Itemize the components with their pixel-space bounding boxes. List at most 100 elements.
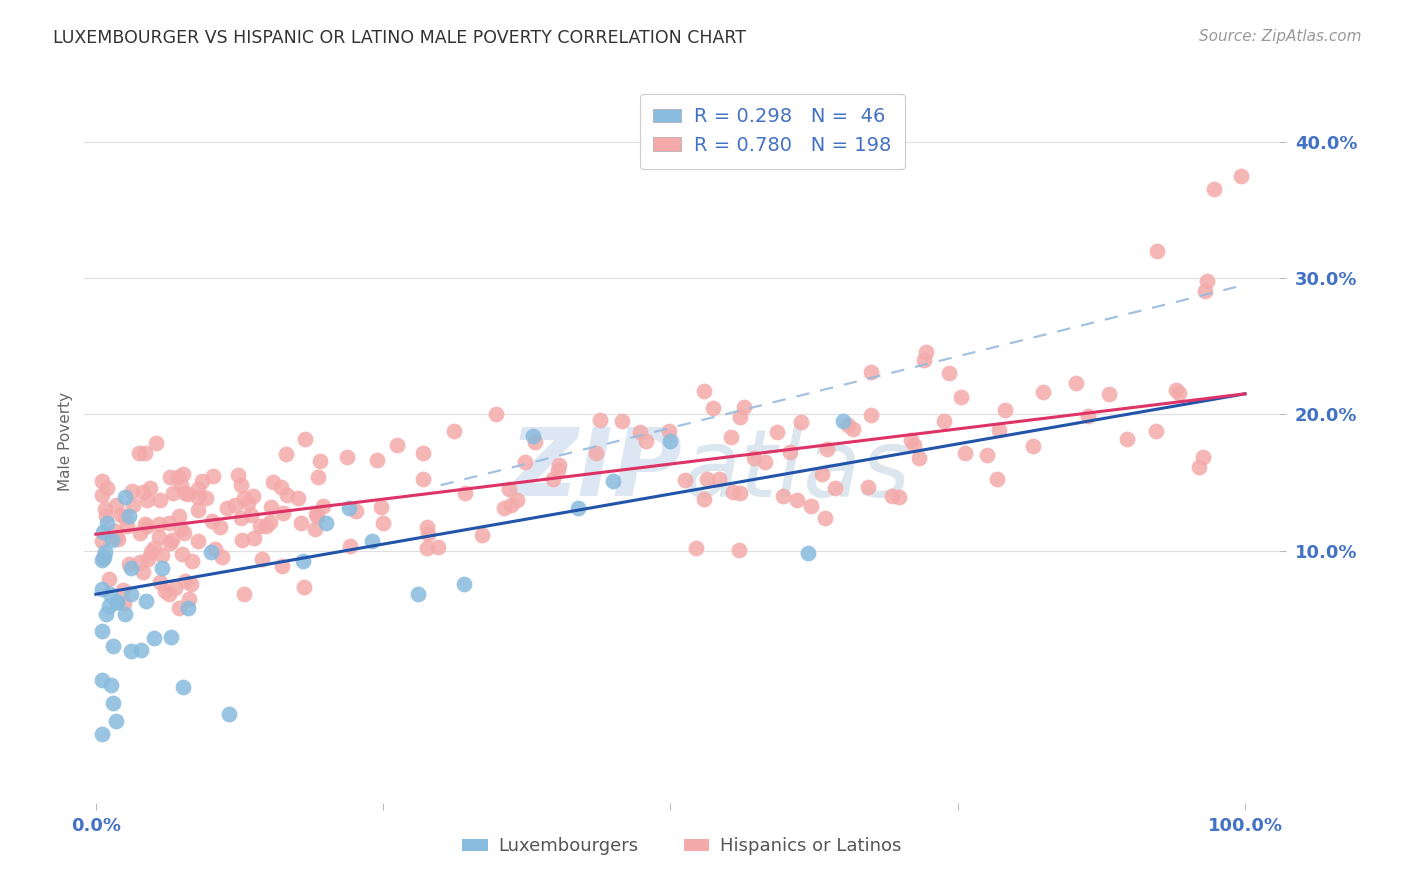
Point	[1098, 387, 1121, 401]
Point	[105, 595, 128, 609]
Point	[287, 491, 309, 506]
Point	[800, 499, 823, 513]
Point	[914, 344, 936, 359]
Point	[242, 489, 264, 503]
Point	[215, 500, 238, 515]
Point	[385, 438, 408, 452]
Point	[685, 541, 707, 555]
Point	[90, 582, 112, 596]
Point	[229, 510, 252, 524]
Point	[94, 607, 117, 621]
Point	[307, 509, 329, 524]
Point	[170, 522, 193, 536]
Point	[1022, 440, 1045, 454]
Point	[1188, 459, 1211, 474]
Point	[117, 518, 139, 533]
Point	[1192, 450, 1215, 464]
Point	[177, 601, 200, 615]
Point	[128, 446, 150, 460]
Point	[170, 547, 193, 561]
Point	[142, 541, 165, 556]
Point	[105, 530, 128, 544]
Point	[238, 496, 260, 510]
Point	[471, 528, 494, 542]
Point	[889, 491, 911, 505]
Point	[524, 435, 547, 450]
Point	[859, 365, 882, 379]
Point	[172, 467, 194, 481]
Point	[174, 486, 197, 500]
Point	[953, 446, 976, 460]
Point	[118, 557, 141, 571]
Point	[1164, 383, 1187, 397]
Point	[112, 582, 135, 597]
Point	[100, 678, 122, 692]
Point	[112, 596, 135, 610]
Point	[988, 423, 1011, 437]
Point	[93, 549, 115, 564]
Point	[831, 414, 853, 428]
Point	[176, 486, 198, 500]
Point	[339, 539, 361, 553]
Point	[858, 480, 880, 494]
Point	[143, 632, 166, 646]
Point	[224, 498, 246, 512]
Text: Source: ZipAtlas.com: Source: ZipAtlas.com	[1198, 29, 1361, 44]
Point	[723, 484, 745, 499]
Point	[453, 577, 475, 591]
Point	[90, 487, 112, 501]
Point	[114, 490, 136, 504]
Point	[187, 482, 209, 496]
Point	[139, 481, 162, 495]
Point	[98, 599, 121, 614]
Point	[418, 527, 440, 541]
Y-axis label: Male Poverty: Male Poverty	[58, 392, 73, 491]
Point	[294, 432, 316, 446]
Point	[187, 503, 209, 517]
Point	[169, 478, 191, 492]
Point	[366, 453, 388, 467]
Point	[98, 587, 121, 601]
Point	[986, 472, 1008, 486]
Text: LUXEMBOURGER VS HISPANIC OR LATINO MALE POVERTY CORRELATION CHART: LUXEMBOURGER VS HISPANIC OR LATINO MALE …	[53, 29, 747, 46]
Point	[976, 449, 998, 463]
Point	[180, 553, 202, 567]
Point	[160, 631, 183, 645]
Point	[167, 601, 190, 615]
Point	[120, 644, 142, 658]
Point	[180, 576, 202, 591]
Point	[1032, 385, 1054, 400]
Point	[900, 433, 922, 447]
Point	[344, 504, 367, 518]
Point	[134, 517, 156, 532]
Point	[860, 408, 883, 422]
Point	[150, 548, 173, 562]
Point	[815, 442, 838, 456]
Point	[412, 446, 434, 460]
Point	[271, 559, 294, 574]
Text: ZIP: ZIP	[509, 425, 682, 516]
Point	[101, 697, 124, 711]
Point	[610, 414, 633, 428]
Point	[1146, 244, 1168, 258]
Point	[132, 484, 155, 499]
Point	[454, 486, 477, 500]
Point	[754, 455, 776, 469]
Point	[628, 425, 651, 439]
Point	[218, 707, 240, 722]
Point	[932, 414, 955, 428]
Point	[141, 545, 163, 559]
Point	[373, 516, 395, 531]
Point	[148, 516, 170, 531]
Point	[938, 366, 960, 380]
Point	[270, 480, 292, 494]
Point	[315, 516, 337, 530]
Point	[485, 407, 508, 421]
Point	[114, 607, 136, 622]
Point	[547, 458, 569, 472]
Point	[1077, 409, 1099, 423]
Point	[117, 509, 139, 524]
Point	[208, 520, 231, 534]
Point	[94, 544, 117, 558]
Point	[173, 525, 195, 540]
